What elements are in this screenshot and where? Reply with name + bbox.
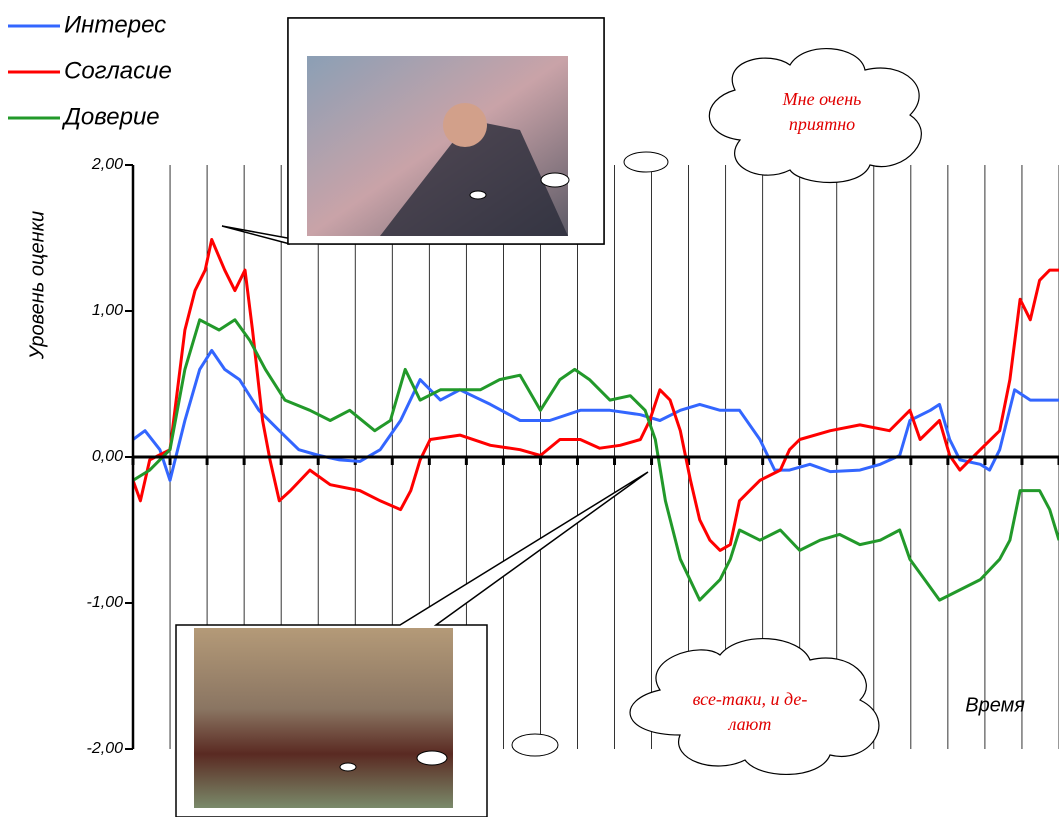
annotation-line: приятно bbox=[789, 114, 855, 134]
annotation-line: все-таки, и де- bbox=[693, 689, 808, 709]
plot-area: 2,00 1,00 0,00 -1,00 -2,00 bbox=[87, 156, 1059, 757]
thought-cloud bbox=[708, 47, 922, 183]
series-line bbox=[133, 238, 1059, 552]
photo-shape bbox=[380, 120, 568, 236]
series-line bbox=[133, 348, 1059, 482]
y-axis-label: Уровень оценки bbox=[26, 211, 48, 360]
bubble-dot bbox=[623, 151, 669, 173]
thought-cloud bbox=[629, 637, 880, 776]
legend-label: Согласие bbox=[64, 57, 172, 84]
annotation-line: Мне очень bbox=[782, 89, 862, 109]
photo-shape bbox=[443, 103, 487, 147]
bubble-dot bbox=[339, 762, 357, 772]
bubble-dot bbox=[511, 733, 559, 757]
series-line bbox=[133, 318, 1059, 602]
y-tick-label: 0,00 bbox=[92, 448, 123, 465]
annotation-line: лают bbox=[728, 714, 772, 734]
x-axis-label: Время bbox=[965, 694, 1025, 716]
y-tick-label: 2,00 bbox=[91, 156, 123, 173]
bubble-dot bbox=[469, 190, 487, 200]
legend-label: Доверие bbox=[61, 103, 160, 130]
y-tick-label: -1,00 bbox=[87, 594, 124, 611]
overlays: Мне очень приятно все-таки, и де- лают В… bbox=[8, 11, 1025, 817]
legend: Интерес Согласие Доверие bbox=[8, 11, 172, 130]
y-tick-label: 1,00 bbox=[92, 302, 123, 319]
y-tick-label: -2,00 bbox=[87, 740, 124, 757]
series-group bbox=[133, 238, 1059, 602]
bubble-dot bbox=[416, 750, 448, 766]
legend-label: Интерес bbox=[64, 11, 166, 38]
bubble-dot bbox=[540, 172, 570, 188]
photo-bottom bbox=[194, 628, 453, 808]
